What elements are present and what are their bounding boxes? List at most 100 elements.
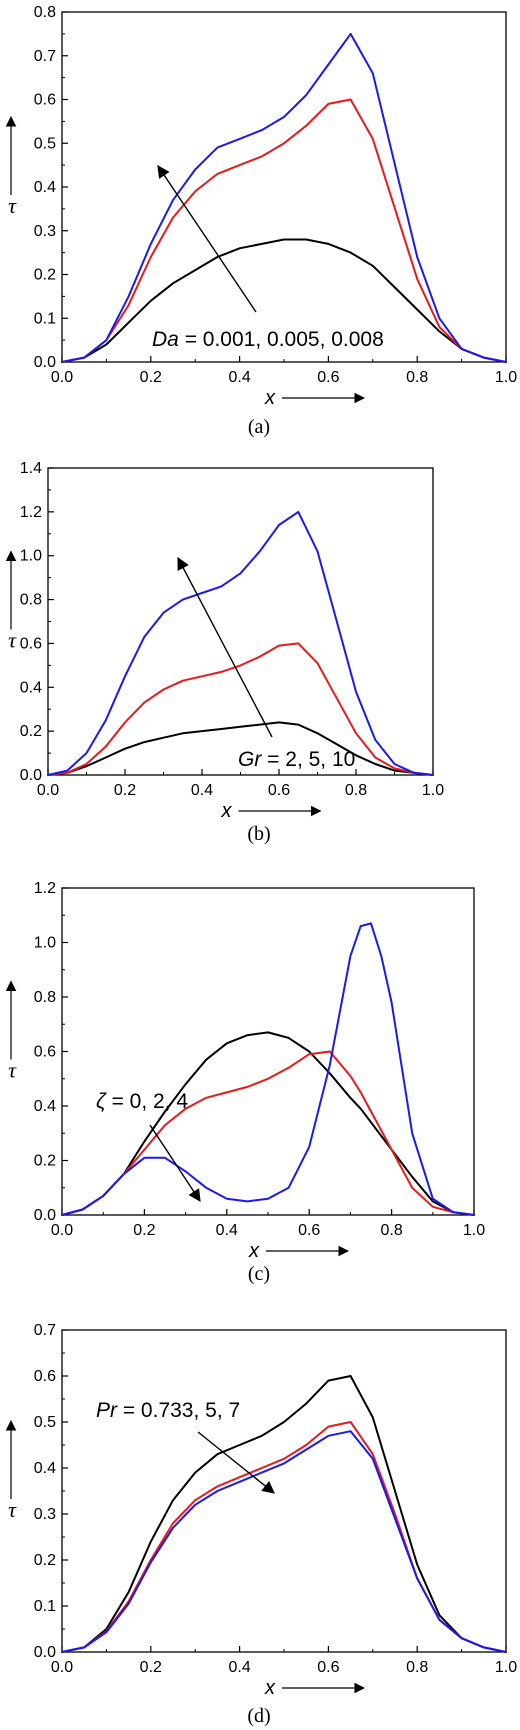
series-line-2 [61, 98, 507, 363]
panel-caption: (c) [248, 1263, 270, 1285]
series-line-2 [61, 1050, 475, 1216]
y-tick-label: 0.6 [34, 1368, 56, 1385]
y-tick-label: 0.4 [34, 1098, 56, 1115]
y-tick-label: 0.5 [34, 1414, 56, 1431]
x-tick-label: 0.6 [298, 1222, 320, 1239]
y-tick-label: 0.2 [34, 1552, 56, 1569]
x-tick-label: 0.8 [406, 369, 428, 386]
x-tick-label: 0.2 [140, 1659, 162, 1676]
series-line-2 [61, 1421, 507, 1653]
x-tick-label: 0.6 [317, 1659, 339, 1676]
x-tick-label: 0.0 [51, 1659, 73, 1676]
parameter-values: = 0.001, 0.005, 0.008 [179, 328, 384, 351]
x-tick-label: 1.0 [495, 1659, 517, 1676]
y-tick-label: 0.7 [34, 48, 56, 65]
y-tick-label: 0.6 [34, 1044, 56, 1061]
panel-caption: (d) [247, 1705, 270, 1727]
parameter-symbol: Da [152, 328, 179, 351]
chart-panel-d: 0.0 0.2 0.4 0.6 0.8 1.0 0.0 0.1 0.2 0.3 0.4 0.5 0.6 0… [5, 1322, 517, 1727]
y-tick-label: 1.2 [20, 504, 42, 521]
chart-panel-c: 0.0 0.2 0.4 0.6 0.8 1.0 0.0 0.2 0.4 0.6 0.8 1.0 1.2 τ… [5, 880, 485, 1285]
y-axis-label: τ [8, 193, 17, 218]
x-axis-label: x [248, 1240, 260, 1262]
series-line-1 [47, 721, 434, 776]
trend-arrow [197, 1431, 275, 1494]
trend-arrow [149, 1124, 201, 1203]
y-tick-label: 0.0 [34, 354, 56, 371]
parameter-values: = 0.733, 5, 7 [117, 1399, 240, 1422]
y-tick-label: 0.7 [34, 1322, 56, 1339]
series-line-1 [61, 1375, 507, 1653]
x-tick-label: 0.2 [133, 1222, 155, 1239]
series-line-3 [61, 922, 475, 1216]
y-tick-label: 0.5 [34, 135, 56, 152]
y-tick-label: 0.3 [34, 223, 56, 240]
y-tick-label: 0.8 [20, 592, 42, 609]
parameter-symbol: Pr [96, 1399, 118, 1422]
x-tick-label: 0.4 [191, 782, 213, 799]
y-tick-label: 1.4 [20, 460, 42, 477]
parameter-values: = 0, 2, 4 [106, 1090, 189, 1113]
plot-frame [47, 467, 434, 776]
y-tick-label: 0.0 [34, 1207, 56, 1224]
x-tick-label: 0.4 [216, 1222, 238, 1239]
x-tick-label: 0.6 [317, 369, 339, 386]
y-tick-label: 0.1 [34, 310, 56, 327]
series-line-3 [61, 32, 507, 363]
trend-arrow [177, 556, 273, 738]
y-tick-label: 1.0 [20, 548, 42, 565]
x-tick-label: 1.0 [422, 782, 444, 799]
y-tick-label: 0.6 [20, 635, 42, 652]
y-tick-label: 1.0 [34, 935, 56, 952]
panel-caption: (b) [247, 823, 270, 845]
parameter-values: = 2, 5, 10 [261, 748, 355, 771]
parameter-annotation: Gr = 2, 5, 10 [238, 748, 355, 771]
y-tick-label: 1.2 [34, 880, 56, 897]
parameter-symbol: ζ [96, 1090, 107, 1113]
plot-frame [61, 887, 475, 1216]
y-tick-label: 0.6 [34, 92, 56, 109]
y-axis-label: τ [8, 628, 17, 653]
plot-frame [61, 11, 507, 363]
x-tick-label: 0.4 [228, 1659, 250, 1676]
x-tick-label: 0.8 [380, 1222, 402, 1239]
x-tick-label: 0.6 [268, 782, 290, 799]
parameter-annotation: Pr = 0.733, 5, 7 [96, 1399, 240, 1422]
y-axis-label: τ [8, 1058, 17, 1083]
x-tick-label: 0.2 [114, 782, 136, 799]
x-tick-label: 1.0 [495, 369, 517, 386]
y-tick-label: 0.2 [34, 1153, 56, 1170]
parameter-symbol: Gr [238, 748, 262, 771]
y-tick-label: 0.3 [34, 1506, 56, 1523]
y-tick-label: 0.4 [34, 1460, 56, 1477]
series-line-3 [47, 510, 434, 776]
x-tick-label: 0.4 [228, 369, 250, 386]
series-line-1 [61, 238, 507, 363]
y-tick-label: 0.0 [34, 1644, 56, 1661]
series-line-3 [61, 1430, 507, 1653]
x-tick-label: 0.0 [37, 782, 59, 799]
x-tick-label: 0.2 [140, 369, 162, 386]
x-tick-label: 0.0 [51, 369, 73, 386]
y-tick-label: 0.4 [34, 179, 56, 196]
series-line-1 [61, 1031, 475, 1216]
chart-panel-b: 0.0 0.2 0.4 0.6 0.8 1.0 0.0 0.2 0.4 0.6 0.8 1.0 1.2 1… [5, 460, 444, 845]
y-tick-label: 0.0 [20, 767, 42, 784]
x-tick-label: 0.0 [51, 1222, 73, 1239]
x-tick-label: 0.8 [406, 1659, 428, 1676]
y-tick-label: 0.2 [34, 267, 56, 284]
parameter-annotation: ζ = 0, 2, 4 [96, 1090, 188, 1113]
x-tick-label: 0.8 [345, 782, 367, 799]
x-tick-label: 1.0 [463, 1222, 485, 1239]
y-tick-label: 0.4 [20, 679, 42, 696]
y-tick-label: 0.8 [34, 989, 56, 1006]
trend-arrow [157, 164, 257, 313]
x-axis-label: x [264, 387, 276, 409]
x-axis-label: x [221, 800, 233, 822]
y-tick-label: 0.2 [20, 723, 42, 740]
parameter-annotation: Da = 0.001, 0.005, 0.008 [152, 328, 384, 351]
y-tick-label: 0.8 [34, 4, 56, 21]
y-axis-label: τ [8, 1497, 17, 1522]
panel-caption: (a) [248, 416, 270, 438]
